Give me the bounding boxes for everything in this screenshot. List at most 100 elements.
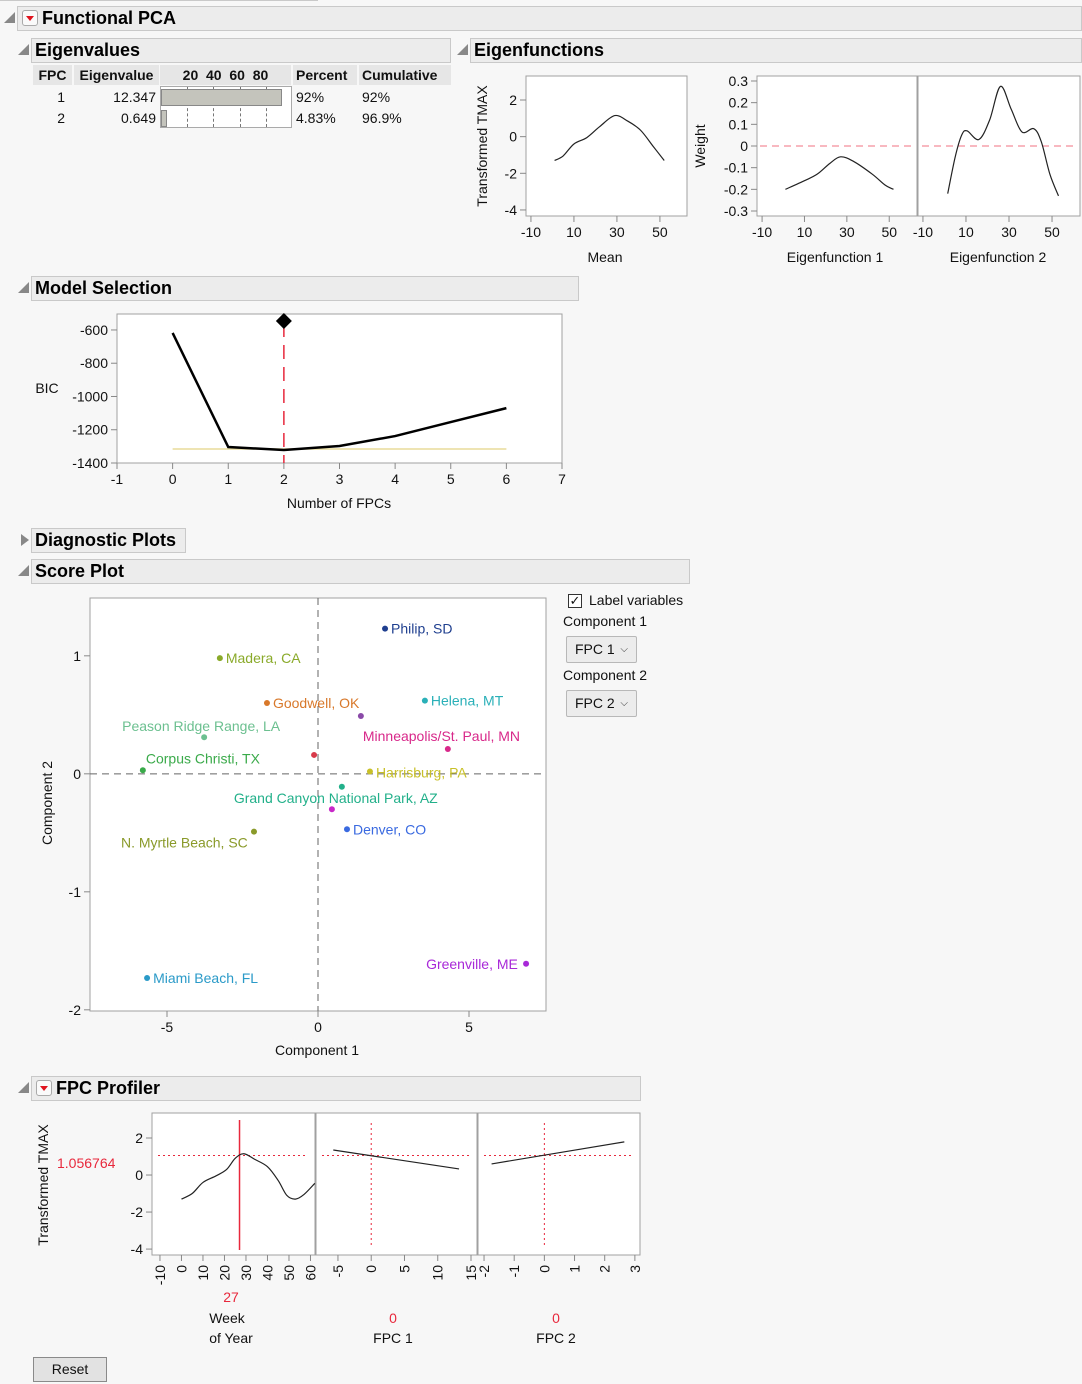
point-label: Denver, CO <box>353 821 426 837</box>
component2-label: Component 2 <box>563 667 648 683</box>
disclosure-open-icon[interactable] <box>4 12 15 23</box>
disclosure-closed-icon[interactable] <box>21 534 29 546</box>
label-variables-checkbox[interactable]: ✓ <box>568 593 582 608</box>
x-tick-label: 60 <box>302 1265 318 1281</box>
y-tick-label: 0 <box>73 766 81 782</box>
x-tick-label: -10 <box>521 224 541 240</box>
score-point <box>263 700 270 707</box>
y-tick-label: 0 <box>740 138 748 154</box>
plot-frame <box>315 1112 478 1256</box>
point-label: Goodwell, OK <box>273 695 360 711</box>
x-tick-label: 10 <box>566 224 582 240</box>
score-plot-header[interactable]: Score Plot <box>31 559 690 584</box>
x-tick-label: 0 <box>363 1265 379 1273</box>
x-tick-label: -1 <box>506 1265 522 1278</box>
eigenfunctions-header[interactable]: Eigenfunctions <box>470 38 1082 63</box>
score-point <box>201 734 208 741</box>
x-tick-label: -5 <box>330 1265 346 1278</box>
x-tick-label: 0 <box>314 1019 322 1035</box>
cell-percent: 92% <box>296 89 325 105</box>
y-tick-label: -800 <box>80 355 108 371</box>
score-point <box>311 751 318 758</box>
disclosure-open-icon[interactable] <box>457 44 468 55</box>
y-tick-label: -2 <box>69 1002 82 1018</box>
fpc-profiler-header[interactable]: FPC Profiler <box>31 1076 641 1101</box>
reset-button[interactable]: Reset <box>33 1357 107 1382</box>
x-tick-label: -2 <box>476 1265 492 1278</box>
col-header-percent: Percent <box>293 65 357 85</box>
section-title: Diagnostic Plots <box>35 530 177 550</box>
disclosure-open-icon[interactable] <box>18 565 29 576</box>
red-triangle-menu-icon[interactable] <box>22 10 38 26</box>
col-header-fpc: FPC <box>33 65 72 85</box>
functional-pca-header[interactable]: Functional PCA <box>17 6 1082 31</box>
x-tick-label: 4 <box>391 471 399 487</box>
y-tick-label: -4 <box>505 202 518 218</box>
x-tick-label: 15 <box>463 1265 479 1281</box>
factor-fpc1-label: FPC 1 <box>373 1330 413 1346</box>
score-point <box>382 625 389 632</box>
y-axis-label: Transformed TMAX <box>474 85 490 207</box>
y-tick-label: 0.2 <box>729 95 749 111</box>
component1-label: Component 1 <box>563 613 648 629</box>
component1-dropdown[interactable]: FPC 1 ⌵ <box>566 636 637 663</box>
point-label: Minneapolis/St. Paul, MN <box>363 728 520 744</box>
x-tick-label: -10 <box>913 224 933 240</box>
y-tick-label: -0.2 <box>724 181 748 197</box>
cell-fpc: 2 <box>57 110 65 126</box>
x-tick-label: 6 <box>502 471 510 487</box>
point-label: Harrisburg, PA <box>376 764 467 780</box>
factor-week-value[interactable]: 27 <box>223 1289 239 1305</box>
bar-gridline <box>239 87 241 127</box>
x-tick-label: 30 <box>1001 224 1017 240</box>
x-tick-label: 0 <box>173 1265 189 1273</box>
plot-frame <box>151 1112 316 1256</box>
factor-week-label: Week <box>209 1310 245 1326</box>
y-axis-label: BIC <box>35 380 58 396</box>
factor-fpc1-value[interactable]: 0 <box>389 1310 397 1326</box>
score-point <box>421 697 428 704</box>
model-selection-header[interactable]: Model Selection <box>31 276 579 301</box>
point-label: Madera, CA <box>226 650 301 666</box>
response-value[interactable]: 1.056764 <box>57 1155 116 1171</box>
y-tick-label: -2 <box>131 1204 144 1220</box>
score-point <box>250 828 257 835</box>
score-point <box>366 768 373 775</box>
diagnostic-plots-header[interactable]: Diagnostic Plots <box>31 528 186 553</box>
x-axis-label: Eigenfunction 2 <box>950 249 1047 265</box>
col-header-cumulative: Cumulative <box>359 65 451 85</box>
factor-week-label-2: of Year <box>209 1330 253 1346</box>
component2-dropdown[interactable]: FPC 2 ⌵ <box>566 690 637 717</box>
score-point <box>357 713 364 719</box>
label-variables-label: Label variables <box>589 592 684 608</box>
disclosure-open-icon[interactable] <box>18 282 29 293</box>
eigenvalues-header[interactable]: Eigenvalues <box>31 38 451 63</box>
red-triangle-menu-icon[interactable] <box>36 1080 52 1096</box>
y-tick-label: 0 <box>135 1167 143 1183</box>
x-tick-label: 10 <box>958 224 974 240</box>
point-label: Miami Beach, FL <box>153 970 258 986</box>
eigenfunction2-curve <box>947 85 1060 197</box>
x-tick-label: 30 <box>238 1265 254 1281</box>
x-axis-label: Mean <box>587 249 622 265</box>
selected-diamond-marker <box>275 313 292 329</box>
section-title: FPC Profiler <box>56 1078 161 1098</box>
cell-eigenvalue: 0.649 <box>120 110 156 126</box>
x-tick-label: 30 <box>839 224 855 240</box>
factor-fpc2-value[interactable]: 0 <box>552 1310 560 1326</box>
score-point <box>216 655 223 662</box>
x-tick-label: 7 <box>558 471 566 487</box>
x-tick-label: 3 <box>336 471 344 487</box>
x-tick-label: 10 <box>797 224 813 240</box>
x-tick-label: 10 <box>195 1265 211 1281</box>
cell-cumulative: 92% <box>362 89 391 105</box>
point-label: Helena, MT <box>431 693 504 709</box>
y-tick-label: -2 <box>505 165 518 181</box>
cell-percent: 4.83% <box>296 110 336 126</box>
x-tick-label: -5 <box>161 1019 174 1035</box>
disclosure-open-icon[interactable] <box>18 1082 29 1093</box>
profile-trace <box>491 1141 625 1165</box>
x-tick-label: 1 <box>567 1265 583 1273</box>
disclosure-open-icon[interactable] <box>18 44 29 55</box>
